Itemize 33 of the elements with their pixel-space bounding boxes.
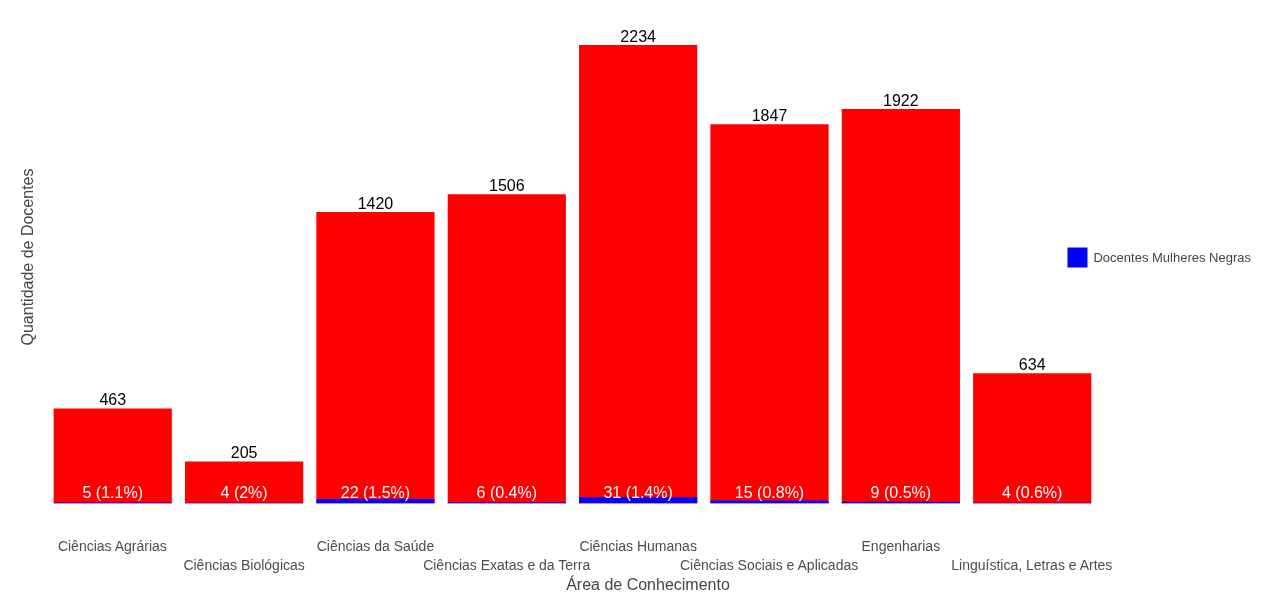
data-label: 1847 <box>751 107 788 125</box>
data-label: 634 <box>1018 356 1046 374</box>
data-label: 31 (1.4%) <box>603 483 673 501</box>
data-label: 205 <box>230 444 258 462</box>
data-label: 1922 <box>883 91 919 109</box>
x-tick-label: Ciências Sociais e Aplicadas <box>680 556 859 573</box>
data-label: 22 (1.5%) <box>340 483 411 501</box>
data-label: 9 (0.5%) <box>870 483 932 501</box>
data-label: 1420 <box>357 195 394 212</box>
bar <box>973 373 1092 504</box>
data-label: 2234 <box>620 27 657 45</box>
x-tick-label: Ciências Exatas e da Terra <box>423 556 591 573</box>
bar <box>184 461 304 504</box>
x-tick-label: Linguística, Letras e Artes <box>951 556 1113 573</box>
data-label: 4 (0.6%) <box>1001 483 1063 501</box>
data-label: 5 (1.1%) <box>82 483 143 501</box>
data-label: 1506 <box>489 177 525 195</box>
x-tick-label: Ciências Humanas <box>579 537 697 554</box>
legend-label: Docentes Mulheres Negras <box>1093 249 1251 264</box>
y-axis-title: Quantidade de Docentes <box>18 168 36 346</box>
bar <box>53 408 172 504</box>
data-label: 15 (0.8%) <box>734 483 805 501</box>
data-label: 6 (0.4%) <box>476 483 538 501</box>
x-tick-label: Engenharias <box>861 537 941 554</box>
data-label: 4 (2%) <box>220 483 268 501</box>
x-axis-title: Área de Conhecimento <box>566 574 730 593</box>
bar <box>447 194 566 504</box>
x-tick-label: Ciências Agrárias <box>57 537 167 554</box>
x-tick-label: Ciências da Saúde <box>316 537 435 554</box>
data-label: 463 <box>99 391 127 409</box>
x-tick-label: Ciências Biológicas <box>183 556 305 573</box>
bar <box>841 108 960 504</box>
bar <box>710 500 829 504</box>
